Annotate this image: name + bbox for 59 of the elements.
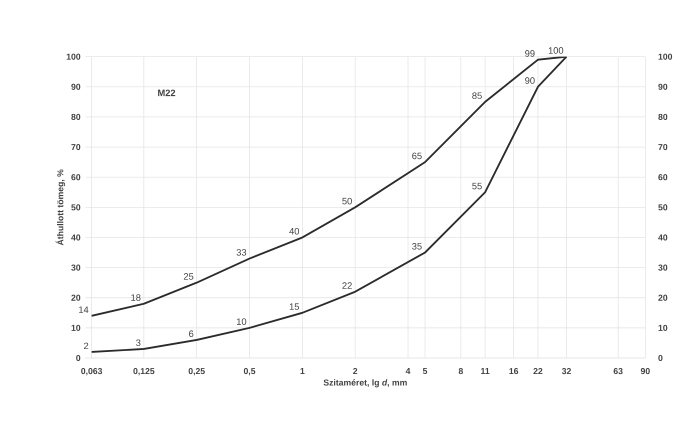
y-tick-label: 40: [71, 234, 80, 241]
data-label: 40: [289, 228, 300, 235]
y-tick-label: 10: [72, 324, 80, 331]
x-tick-label: 5: [422, 368, 428, 374]
data-label: 55: [472, 182, 482, 190]
x-tick-label: 1: [300, 368, 305, 374]
y-tick-label: 80: [71, 114, 80, 120]
y2-tick-label: 50: [658, 204, 668, 210]
data-label: 90: [525, 77, 535, 84]
y-tick-label: 90: [71, 84, 80, 90]
data-label: 14: [79, 306, 88, 313]
y2-tick-label: 40: [658, 234, 668, 241]
y-tick-label: 70: [71, 144, 80, 150]
y-tick-label: 50: [71, 204, 80, 210]
x-tick-label: 11: [481, 368, 490, 374]
y2-tick-label: 10: [658, 324, 668, 331]
y2-tick-label: 0: [658, 354, 662, 362]
data-label: 22: [342, 282, 352, 289]
x-tick-label: 0,125: [133, 368, 154, 376]
annotation: M22: [158, 90, 176, 96]
data-label: 6: [189, 330, 194, 337]
data-label: 25: [184, 273, 194, 280]
data-label: 2: [84, 342, 88, 350]
y-tick-label: 30: [71, 264, 80, 271]
data-label: 10: [236, 318, 246, 325]
x-tick-label: 63: [614, 368, 623, 374]
y-tick-label: 0: [76, 354, 80, 362]
data-label: 18: [131, 294, 141, 301]
data-label: 3: [136, 339, 141, 346]
x-tick-label: 16: [509, 368, 518, 374]
data-label: 85: [472, 92, 482, 99]
y2-tick-label: 20: [658, 294, 668, 301]
data-label: 35: [412, 243, 422, 250]
y-tick-label: 60: [71, 174, 80, 180]
data-label: 33: [236, 249, 246, 256]
x-tick-label: 32: [562, 368, 571, 374]
x-tick-label: 2: [353, 368, 358, 374]
y2-tick-label: 100: [658, 54, 672, 60]
x-tick-label: 0,25: [188, 368, 205, 376]
y-axis-title: Áthullott tömeg, %: [56, 169, 66, 246]
y2-tick-label: 30: [658, 264, 668, 271]
y-tick-label: 20: [71, 294, 80, 301]
y2-tick-label: 70: [658, 144, 668, 150]
x-tick-label: 90: [640, 368, 650, 374]
x-axis-title: Szitaméret, lg d, mm: [324, 379, 407, 388]
y-tick-label: 100: [66, 54, 80, 60]
x-tick-label: 22: [533, 368, 542, 374]
y2-tick-label: 90: [658, 84, 668, 90]
data-label: 100: [548, 47, 564, 54]
y2-tick-label: 80: [658, 114, 668, 120]
x-tick-label: 0,5: [244, 368, 256, 376]
data-label: 15: [290, 303, 300, 310]
y2-tick-label: 60: [658, 174, 668, 180]
x-tick-label: 0,063: [81, 368, 102, 376]
data-label: 50: [342, 198, 352, 204]
data-label: 99: [525, 50, 535, 57]
x-tick-label: 8: [458, 368, 463, 374]
data-label: 65: [412, 152, 422, 160]
x-tick-label: 4: [406, 368, 410, 374]
